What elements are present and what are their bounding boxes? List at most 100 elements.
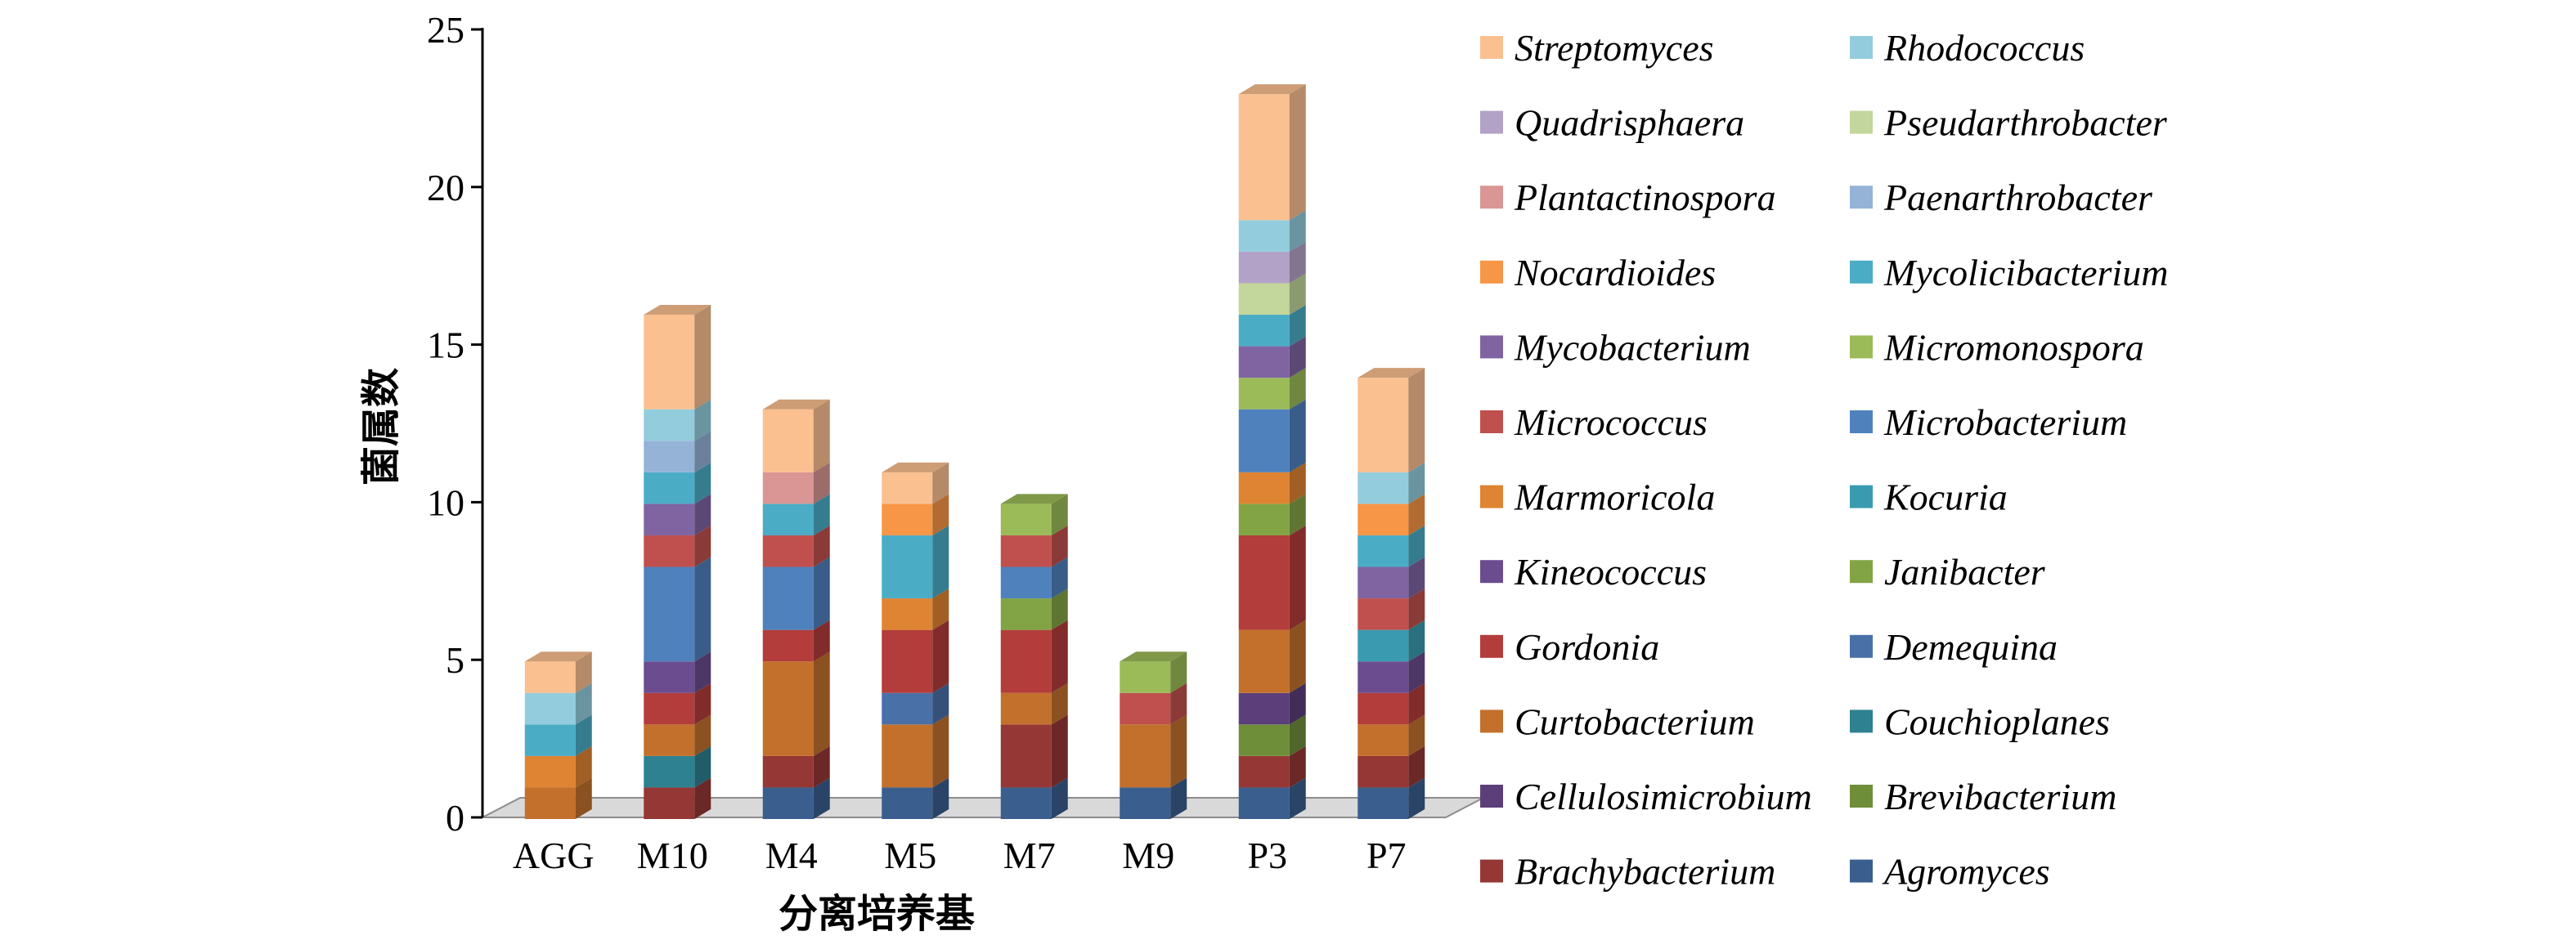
bar-stack-top (524, 651, 592, 662)
bar-segment (524, 692, 576, 725)
bar-segment (1358, 692, 1409, 725)
legend-label: Demequina (1883, 626, 2058, 668)
legend-label: Rhodococcus (1883, 27, 2085, 69)
legend-item: Mycolicibacterium (1850, 252, 2168, 293)
bar-segment (1358, 535, 1409, 567)
legend-swatch (1480, 485, 1503, 508)
legend-item: Streptomyces (1480, 27, 1714, 69)
bar-segment-side (694, 431, 711, 472)
bar-stack-top (644, 305, 711, 316)
legend-item: Nocardioides (1480, 252, 1716, 293)
bar-segment-side (1289, 399, 1306, 472)
legend-item: Kocuria (1850, 477, 2008, 518)
chart-floor-plane (482, 797, 1484, 818)
bar-segment (882, 629, 933, 693)
bar-stack-M7 (1000, 494, 1068, 819)
bar-segment (1358, 755, 1409, 788)
legend-label: Gordonia (1515, 626, 1659, 668)
legend-label: Microbacterium (1883, 401, 2127, 443)
bar-segment-side (1408, 620, 1425, 662)
bar-segment-side (932, 683, 949, 725)
y-tick-label: 5 (446, 639, 464, 681)
y-tick-label: 10 (427, 481, 464, 523)
bar-segment (762, 504, 814, 535)
x-axis-title: 分离培养基 (779, 891, 975, 937)
legend-item: Quadrisphaera (1480, 102, 1744, 144)
bar-segment-side (1289, 620, 1306, 693)
bar-segment (1238, 692, 1290, 725)
bar-stack-M10 (644, 305, 711, 819)
bar-segment-side (813, 620, 830, 662)
bar-segment-side (1051, 494, 1068, 535)
legend-item: Micrococcus (1480, 401, 1708, 443)
bar-segment-side (1051, 589, 1068, 630)
bar-segment (1358, 504, 1409, 535)
bar-segment-side (694, 557, 711, 662)
bar-segment-side (1408, 745, 1425, 788)
legend-swatch (1850, 859, 1873, 883)
bar-segment-side (1170, 777, 1187, 819)
y-tick-label: 15 (427, 325, 464, 366)
x-tick-label: M10 (637, 835, 708, 876)
bar-segment (1358, 378, 1409, 472)
legend-item: Agromyces (1850, 851, 2050, 893)
y-tick-label: 0 (446, 797, 464, 839)
bar-segment (882, 598, 933, 630)
legend-item: Pseudarthrobacter (1850, 102, 2168, 144)
bar-segment (1120, 692, 1171, 725)
legend-label: Curtobacterium (1515, 701, 1755, 742)
bar-stack-top (1358, 368, 1425, 378)
bar-segment-side (575, 745, 592, 788)
bar-segment (1358, 787, 1409, 819)
bar-segment (1238, 629, 1290, 693)
legend-item: Rhodococcus (1850, 27, 2085, 69)
bar-segment-side (1051, 683, 1068, 725)
bar-stack-P3 (1238, 84, 1306, 819)
legend-label: Micrococcus (1514, 401, 1708, 443)
bar-segment (1120, 787, 1171, 819)
bar-segment (644, 661, 695, 693)
bar-segment-side (932, 525, 949, 599)
bar-segment-side (1408, 651, 1425, 693)
legend-label: Couchioplanes (1884, 701, 2110, 742)
bar-segment-side (575, 651, 592, 693)
bar-segment (1000, 692, 1052, 725)
legend-label: Mycolicibacterium (1883, 252, 2168, 293)
bar-segment-side (1408, 525, 1425, 567)
bar-segment-side (932, 589, 949, 630)
bar-segment-side (1051, 557, 1068, 599)
bar-segment-side (1289, 305, 1306, 347)
x-tick-label: M9 (1122, 835, 1174, 876)
bar-segment-side (1408, 462, 1425, 504)
bar-segment-side (694, 494, 711, 535)
bar-segment-side (575, 683, 592, 725)
legend-swatch (1850, 110, 1873, 134)
bar-segment (1120, 724, 1171, 788)
bar-segment-side (694, 651, 711, 693)
legend-label: Plantactinospora (1514, 177, 1775, 218)
legend-swatch (1850, 260, 1873, 284)
legend-label: Agromyces (1882, 851, 2050, 893)
bar-segment (524, 787, 576, 819)
legend-swatch (1480, 785, 1503, 808)
bar-segment (762, 566, 814, 630)
bar-segment (882, 535, 933, 599)
legend-swatch (1850, 634, 1873, 658)
legend-label: Cellulosimicrobium (1515, 776, 1812, 817)
bar-segment (1238, 251, 1290, 284)
legend-swatch (1480, 560, 1503, 584)
bar-stack-top (762, 399, 830, 410)
bars-group (524, 84, 1425, 819)
bar-stack-P7 (1358, 368, 1425, 819)
bar-segment-side (1408, 777, 1425, 819)
bar-segment (644, 472, 695, 504)
bar-segment (644, 315, 695, 410)
chart-floor (482, 797, 1484, 818)
bar-segment-side (1408, 589, 1425, 630)
legend-swatch (1480, 36, 1503, 59)
bar-segment (1238, 346, 1290, 378)
legend-swatch (1480, 410, 1503, 433)
bar-segment-side (575, 777, 592, 819)
bar-segment (644, 441, 695, 472)
